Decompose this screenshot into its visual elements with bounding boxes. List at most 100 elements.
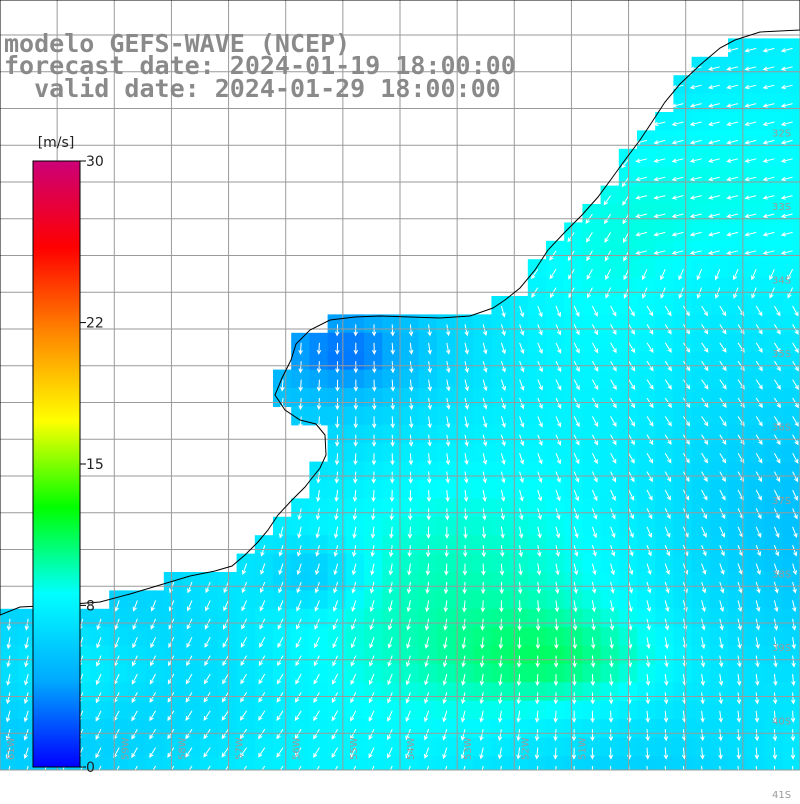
wind-speed-cell (673, 185, 693, 205)
wind-speed-cell (728, 38, 747, 58)
wind-speed-cell (655, 259, 674, 279)
wind-speed-cell (527, 498, 547, 518)
wind-arrow (333, 563, 339, 576)
wind-arrow (482, 453, 488, 465)
wind-arrow (646, 452, 654, 464)
wind-speed-cell (382, 719, 401, 739)
wind-speed-cell (200, 700, 219, 720)
wind-speed-cell (509, 296, 529, 315)
longitude-label: 53W (463, 737, 474, 760)
wind-arrow (352, 489, 358, 502)
wind-arrow (726, 250, 739, 255)
wind-speed-cell (527, 388, 547, 407)
wind-arrow (610, 765, 612, 770)
wind-speed-cell (673, 590, 693, 610)
wind-arrow (295, 692, 302, 703)
wind-speed-cell (746, 461, 765, 481)
wind-arrow (294, 728, 302, 740)
wind-arrow (744, 139, 757, 145)
wind-arrow (572, 618, 578, 631)
wind-speed-cell (473, 516, 492, 536)
wind-arrow (671, 231, 684, 237)
wind-arrow (426, 508, 431, 521)
wind-speed-cell (764, 185, 784, 205)
wind-speed-cell (691, 700, 711, 720)
wind-speed-cell (382, 700, 401, 720)
wind-arrow (537, 416, 543, 428)
wind-arrow (240, 692, 248, 703)
wind-arrow (203, 692, 211, 703)
wind-arrow (387, 655, 393, 667)
wind-speed-cell (364, 480, 383, 499)
wind-arrow (334, 765, 339, 770)
wind-arrow (131, 673, 138, 685)
wind-arrow (368, 673, 375, 686)
wind-speed-cell (728, 112, 747, 131)
wind-arrow (736, 692, 742, 705)
wind-speed-cell (145, 719, 165, 739)
wind-arrow (591, 305, 598, 317)
wind-arrow (682, 379, 691, 390)
wind-speed-cell (600, 351, 620, 371)
wind-arrow (726, 176, 739, 182)
wind-speed-cell (746, 737, 765, 757)
wind-speed-cell (746, 38, 765, 58)
wind-speed-cell (782, 700, 800, 720)
wind-arrow (678, 269, 684, 281)
wind-speed-cell (600, 314, 620, 334)
wind-arrow (519, 471, 524, 484)
wind-speed-cell (127, 700, 147, 720)
wind-arrow (646, 379, 654, 390)
wind-speed-cell (728, 461, 747, 481)
wind-arrow (586, 268, 593, 280)
wind-arrow (517, 637, 522, 650)
wind-arrow (628, 563, 634, 576)
wind-arrow (371, 508, 376, 521)
wind-arrow (518, 563, 523, 576)
wind-arrow (221, 710, 229, 721)
wind-arrow (259, 618, 266, 630)
wind-arrow (332, 618, 339, 631)
wind-speed-cell (728, 406, 747, 426)
wind-speed-cell (364, 314, 383, 334)
wind-arrow (445, 434, 451, 447)
wind-arrow (773, 545, 780, 557)
wind-arrow (572, 655, 577, 668)
wind-speed-cell (582, 516, 602, 536)
wind-arrow (792, 379, 799, 390)
wind-arrow (762, 231, 775, 237)
wind-speed-cell (564, 590, 583, 610)
wind-arrow (150, 655, 157, 667)
wind-arrow (719, 618, 724, 631)
wind-speed-cell (746, 75, 765, 95)
wind-speed-cell (327, 719, 347, 739)
wind-arrow (708, 250, 720, 255)
wind-arrow (689, 213, 702, 219)
wind-speed-cell (455, 498, 474, 518)
wind-arrow (573, 416, 580, 428)
wind-speed-cell (582, 406, 602, 426)
wind-speed-cell (709, 112, 729, 131)
wind-arrow (610, 489, 616, 502)
wind-speed-cell (400, 719, 420, 739)
wind-arrow (555, 453, 561, 465)
wind-speed-cell (582, 480, 602, 499)
wind-arrow (279, 765, 284, 770)
wind-arrow (773, 526, 780, 539)
wind-arrow (635, 158, 648, 163)
wind-speed-cell (764, 148, 784, 168)
wind-speed-cell (637, 369, 656, 389)
wind-speed-cell (764, 664, 784, 683)
wind-speed-cell (764, 314, 784, 334)
wind-speed-cell (655, 461, 674, 481)
wind-speed-cell (564, 351, 583, 371)
wind-speed-cell (709, 535, 729, 555)
wind-arrow (646, 563, 652, 576)
wind-speed-cell (582, 700, 602, 720)
wind-speed-cell (637, 461, 656, 481)
wind-arrow (700, 692, 705, 705)
wind-arrow (371, 416, 377, 429)
coastline (0, 0, 800, 616)
wind-speed-cell (546, 424, 565, 444)
wind-arrow (591, 379, 599, 391)
